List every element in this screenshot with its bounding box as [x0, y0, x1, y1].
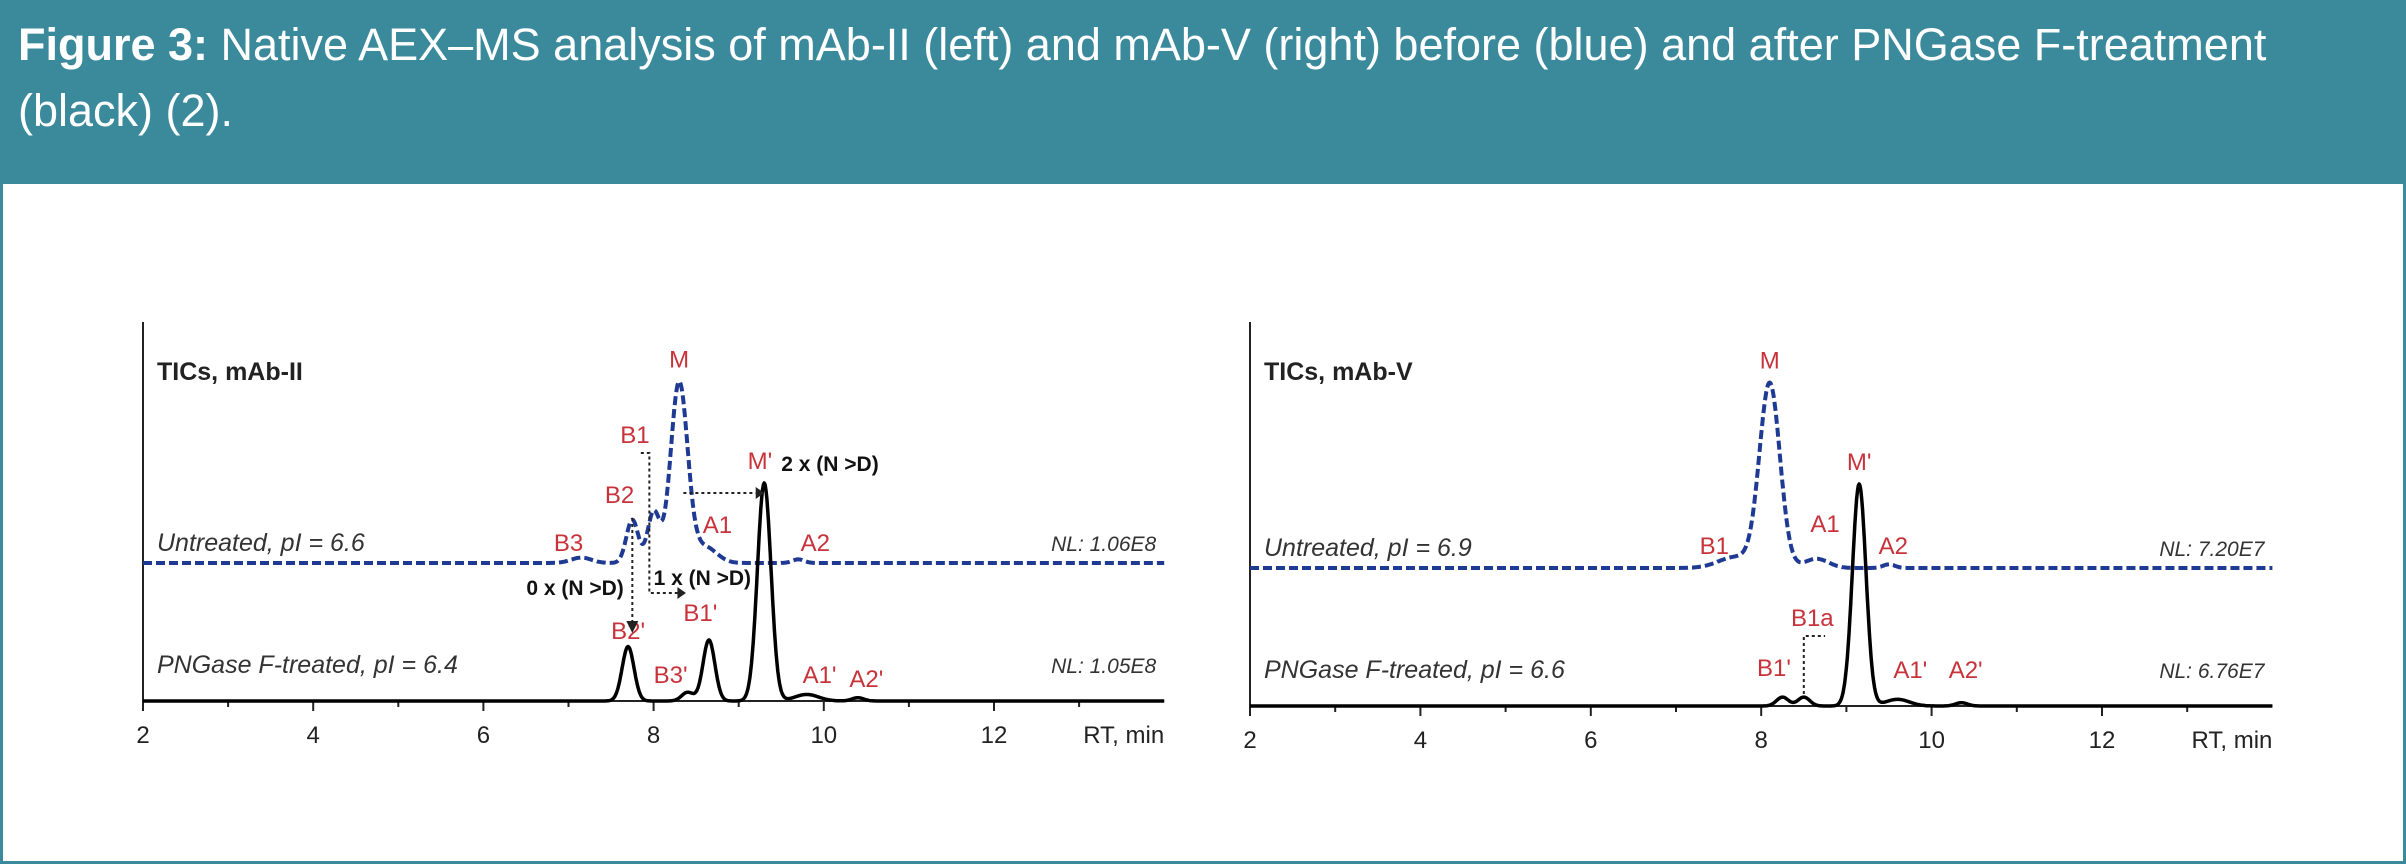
chart-title: TICs, mAb-II	[157, 358, 303, 386]
arrow-1x-line	[640, 452, 678, 594]
annotation-2x: 2 x (N >D)	[781, 453, 878, 476]
x-tick-label: 4	[307, 722, 320, 749]
x-tick-label: 8	[647, 722, 660, 749]
x-tick-label: 12	[2089, 727, 2116, 754]
untreated-trace	[141, 379, 1166, 565]
x-tick-label: 8	[1755, 727, 1768, 754]
normalization-level: NL: 7.20E7	[2159, 538, 2265, 561]
annotation-0x: 0 x (N >D)	[526, 577, 623, 600]
peak-label: M	[669, 346, 689, 373]
figure-label: Figure 3:	[18, 19, 209, 70]
x-tick-label: 12	[981, 722, 1008, 749]
peak-label: B1	[1700, 533, 1729, 560]
peak-label: B3	[554, 530, 583, 557]
x-axis-label: RT, min	[2191, 727, 2272, 754]
untreated-trace	[1248, 380, 2274, 570]
annotation-1x: 1 x (N >D)	[654, 567, 751, 590]
peak-label: A1'	[803, 662, 837, 689]
pngase-treated-trace	[1249, 482, 2274, 708]
peak-label: A1	[703, 512, 732, 539]
peak-label: B3'	[654, 662, 688, 689]
normalization-level: NL: 1.06E8	[1051, 533, 1156, 556]
peak-label: B2	[605, 482, 634, 509]
peak-label: M'	[1847, 449, 1872, 476]
trace-label: Untreated, pI = 6.9	[1264, 534, 1472, 562]
b1a-leader-line	[1802, 635, 1826, 694]
x-tick-label: 10	[810, 722, 837, 749]
x-tick-label: 10	[1918, 727, 1945, 754]
x-tick-label: 6	[1584, 727, 1597, 754]
peak-label: B1a	[1791, 605, 1834, 632]
x-tick-label: 4	[1414, 727, 1427, 754]
chart-title: TICs, mAb-V	[1264, 358, 1413, 386]
peak-label: A1'	[1893, 657, 1927, 684]
x-tick-label: 2	[1243, 727, 1256, 754]
peak-label: B1'	[683, 600, 717, 627]
normalization-level: NL: 6.76E7	[2159, 660, 2265, 683]
trace-label: Untreated, pI = 6.6	[157, 529, 365, 557]
peak-label: M	[1760, 348, 1780, 375]
normalization-level: NL: 1.05E8	[1051, 655, 1156, 678]
peak-label: B1'	[1757, 655, 1791, 682]
peak-label: A2'	[849, 666, 883, 693]
figure-caption: Figure 3: Native AEX–MS analysis of mAb-…	[0, 0, 2406, 184]
peak-label: A2'	[1949, 657, 1983, 684]
arrow-head-icon	[626, 621, 639, 633]
peak-label: A2	[1879, 533, 1908, 560]
x-tick-label: 2	[136, 722, 149, 749]
peak-label: M'	[748, 448, 773, 475]
pngase-treated-trace	[142, 481, 1166, 703]
figure-caption-text: Native AEX–MS analysis of mAb-II (left) …	[18, 19, 2267, 136]
trace-label: PNGase F-treated, pI = 6.6	[1264, 656, 1565, 684]
peak-label: A2	[801, 530, 830, 557]
peak-label: A1	[1810, 511, 1839, 538]
arrow-head-icon	[755, 487, 765, 499]
peak-label: B1	[620, 422, 649, 449]
x-tick-label: 6	[477, 722, 490, 749]
trace-label: PNGase F-treated, pI = 6.4	[157, 651, 458, 679]
x-axis-label: RT, min	[1083, 722, 1164, 749]
arrow-head-icon	[677, 587, 686, 599]
